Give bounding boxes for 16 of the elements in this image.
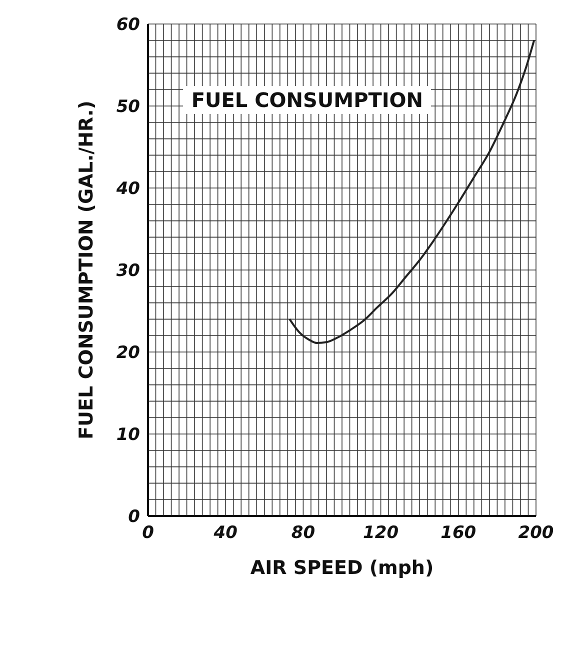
y-axis-title: FUEL CONSUMPTION (GAL./HR.): [76, 100, 98, 440]
x-tick-label: 80: [291, 523, 316, 544]
y-tick-label: 50: [116, 97, 140, 118]
y-tick-label: 0: [128, 507, 140, 528]
y-tick-label: 20: [116, 343, 140, 364]
x-tick-label: 160: [440, 523, 476, 544]
x-axis-title: AIR SPEED (mph): [250, 557, 434, 579]
x-tick-label: 200: [518, 523, 554, 544]
x-tick-label: 120: [363, 523, 399, 544]
x-tick-label: 0: [142, 523, 154, 544]
y-tick-label: 60: [116, 15, 140, 36]
y-tick-label: 40: [115, 179, 140, 200]
y-tick-label: 10: [116, 425, 140, 446]
x-tick-label: 40: [212, 523, 238, 544]
text: FUEL CONSUMPTION: [183, 86, 432, 114]
y-tick-label: 30: [116, 261, 140, 282]
